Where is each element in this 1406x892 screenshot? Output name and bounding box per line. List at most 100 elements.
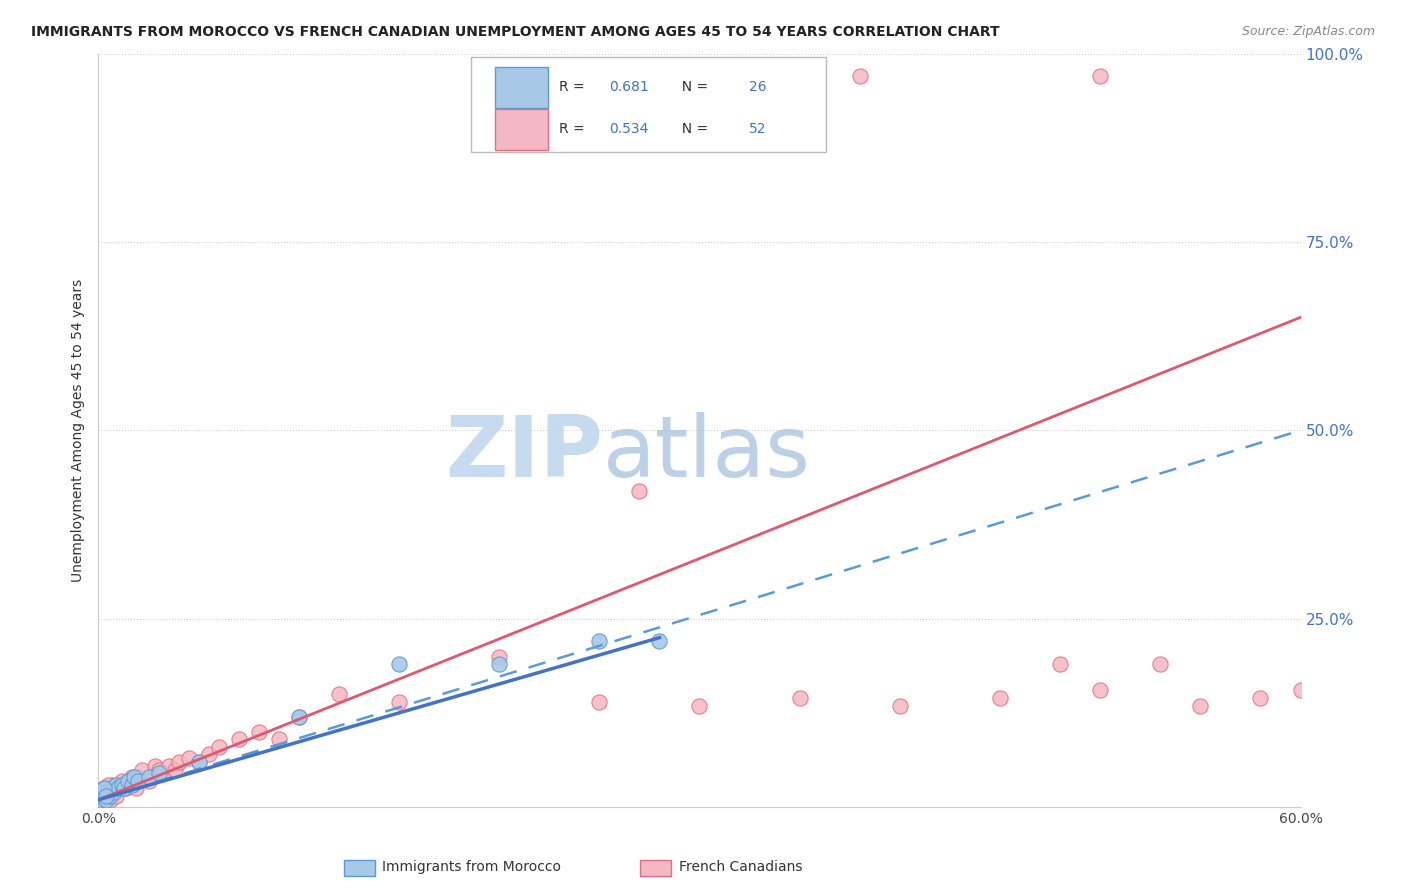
Point	[111, 778, 134, 792]
Point	[488, 649, 510, 664]
Text: N =: N =	[673, 121, 713, 136]
Point	[328, 687, 350, 701]
Y-axis label: Unemployment Among Ages 45 to 54 years: Unemployment Among Ages 45 to 54 years	[72, 279, 86, 582]
Text: 52: 52	[749, 121, 766, 136]
Point	[1088, 69, 1111, 83]
Point	[208, 739, 231, 754]
Point	[97, 785, 120, 799]
Point	[187, 755, 209, 769]
Point	[121, 778, 143, 792]
Text: Source: ZipAtlas.com: Source: ZipAtlas.com	[1241, 25, 1375, 38]
Text: 26: 26	[749, 80, 766, 94]
Point	[388, 657, 411, 671]
Point	[89, 789, 111, 803]
Point	[97, 781, 120, 796]
Text: N =: N =	[673, 80, 713, 94]
Point	[125, 781, 148, 796]
Point	[228, 732, 250, 747]
Point	[148, 763, 170, 777]
Point	[628, 483, 651, 498]
Point	[87, 793, 110, 807]
Point	[105, 789, 128, 803]
Point	[143, 759, 166, 773]
Point	[388, 695, 411, 709]
Point	[648, 634, 671, 648]
Text: ZIP: ZIP	[446, 411, 603, 494]
Point	[100, 789, 122, 803]
Point	[689, 698, 711, 713]
Point	[96, 789, 118, 803]
Point	[114, 778, 136, 792]
Point	[124, 773, 146, 788]
Point	[588, 634, 610, 648]
Point	[247, 724, 270, 739]
FancyBboxPatch shape	[495, 109, 548, 150]
Text: 0.681: 0.681	[609, 80, 650, 94]
Point	[115, 781, 138, 796]
Point	[93, 785, 115, 799]
Point	[96, 785, 118, 799]
Point	[101, 781, 124, 796]
Point	[488, 657, 510, 671]
Point	[124, 770, 146, 784]
Point	[157, 759, 180, 773]
Point	[117, 773, 139, 788]
Point	[111, 773, 134, 788]
Point	[138, 770, 160, 784]
Point	[96, 789, 118, 803]
Point	[177, 751, 200, 765]
Point	[267, 732, 290, 747]
Point	[197, 747, 219, 762]
Point	[1088, 683, 1111, 698]
Text: IMMIGRANTS FROM MOROCCO VS FRENCH CANADIAN UNEMPLOYMENT AMONG AGES 45 TO 54 YEAR: IMMIGRANTS FROM MOROCCO VS FRENCH CANADI…	[31, 25, 1000, 39]
Point	[103, 785, 125, 799]
FancyBboxPatch shape	[495, 68, 548, 108]
Point	[93, 781, 115, 796]
Point	[288, 710, 311, 724]
Point	[114, 781, 136, 796]
Point	[117, 773, 139, 788]
Point	[93, 781, 115, 796]
Point	[101, 778, 124, 792]
Point	[889, 698, 911, 713]
Point	[1289, 683, 1312, 698]
Point	[167, 755, 190, 769]
Point	[131, 763, 153, 777]
Point	[163, 763, 186, 777]
Point	[97, 778, 120, 792]
Point	[187, 755, 209, 769]
Point	[128, 773, 150, 788]
Point	[89, 793, 111, 807]
Text: R =: R =	[558, 80, 589, 94]
Point	[121, 770, 143, 784]
Point	[152, 766, 174, 780]
Point	[96, 793, 118, 807]
Point	[1250, 690, 1272, 705]
Text: French Canadians: French Canadians	[679, 860, 803, 874]
Text: Immigrants from Morocco: Immigrants from Morocco	[382, 860, 561, 874]
Point	[107, 781, 129, 796]
Point	[93, 781, 115, 796]
Point	[107, 778, 129, 792]
Point	[1149, 657, 1171, 671]
Text: 0.534: 0.534	[609, 121, 648, 136]
Point	[988, 690, 1011, 705]
Point	[110, 781, 132, 796]
Point	[91, 789, 114, 803]
Point	[1189, 698, 1212, 713]
Point	[588, 695, 610, 709]
Point	[849, 69, 872, 83]
Point	[1049, 657, 1071, 671]
Point	[128, 770, 150, 784]
Text: atlas: atlas	[603, 411, 811, 494]
Point	[91, 785, 114, 799]
Point	[120, 778, 142, 792]
Point	[789, 690, 811, 705]
Point	[103, 781, 125, 796]
Text: R =: R =	[558, 121, 589, 136]
Point	[105, 778, 128, 792]
FancyBboxPatch shape	[471, 57, 825, 152]
Point	[138, 773, 160, 788]
Point	[288, 710, 311, 724]
Point	[100, 793, 122, 807]
